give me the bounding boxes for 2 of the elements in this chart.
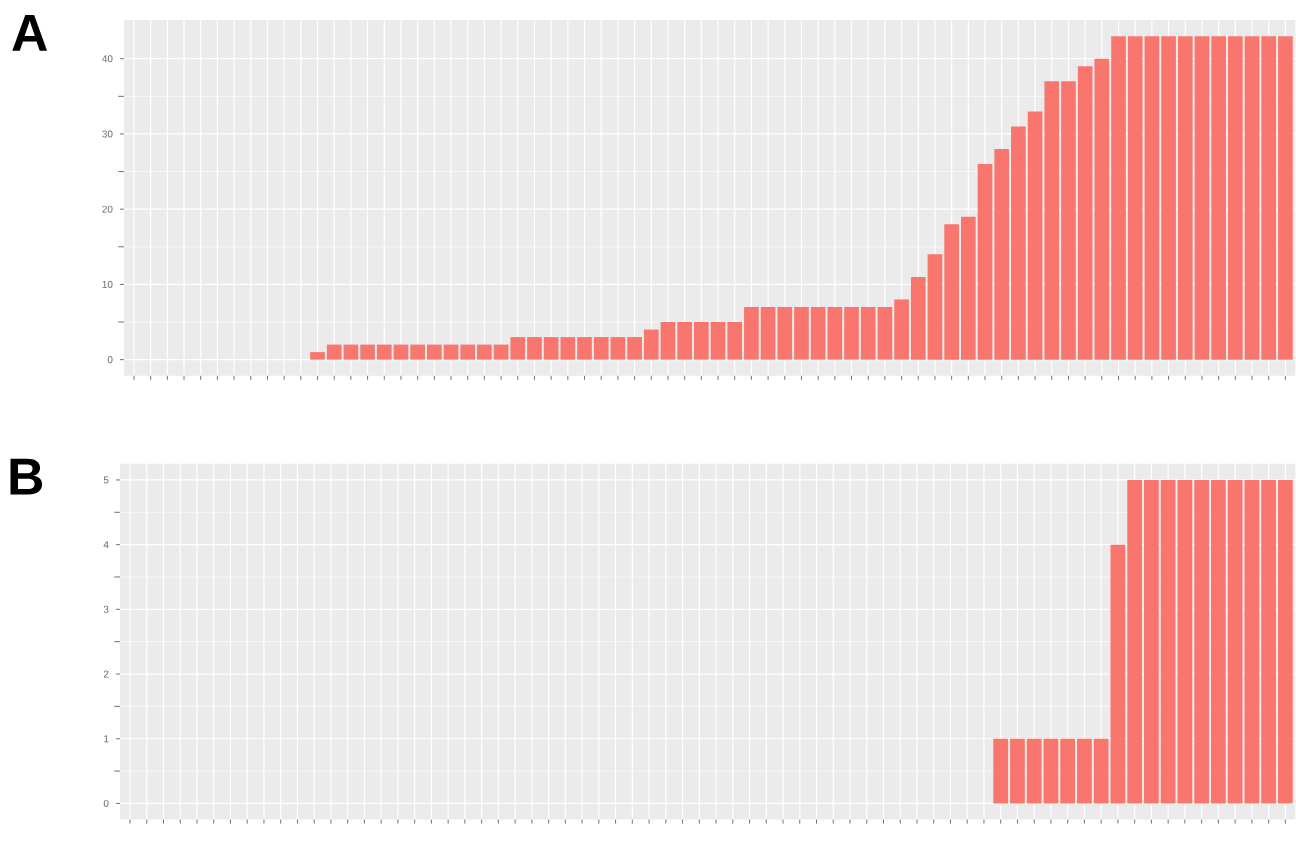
chart-title: B bbox=[10, 459, 43, 495]
chart-title: A bbox=[12, 15, 48, 51]
